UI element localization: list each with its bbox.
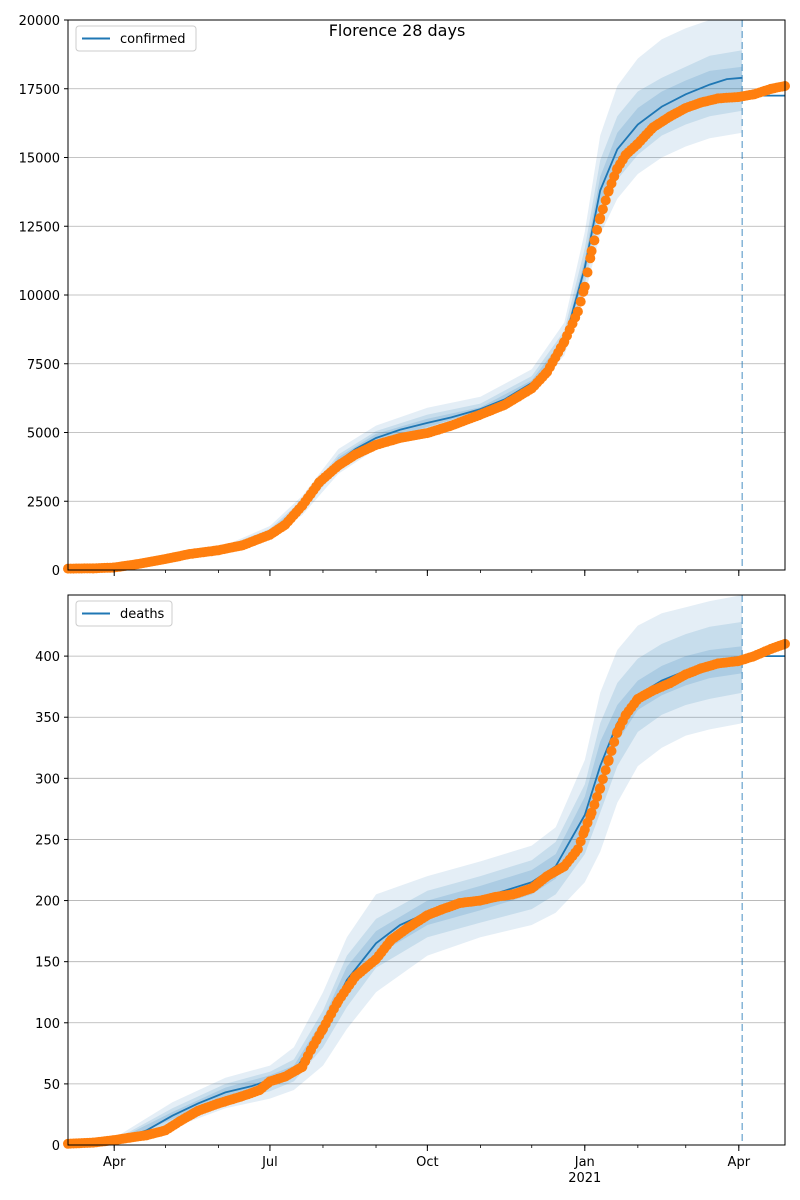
bottom-observed-point xyxy=(597,774,608,785)
bottom-legend-box xyxy=(75,600,173,627)
xtick-sublabel: 2021 xyxy=(568,1171,601,1186)
top-legend-box xyxy=(75,25,197,52)
xtick-label: Apr xyxy=(103,1155,126,1170)
chart-title: Florence 28 days xyxy=(329,21,466,40)
bottom-legend-label: deaths xyxy=(120,607,165,622)
xtick-label: Jan xyxy=(574,1155,595,1170)
top-ytick-label: 10000 xyxy=(19,289,60,304)
top-ytick-label: 7500 xyxy=(27,358,60,373)
bottom-observed-point xyxy=(572,844,583,855)
bottom-observed-point xyxy=(609,737,620,747)
top-band-middle xyxy=(68,50,743,571)
top-legend-label: confirmed xyxy=(120,32,186,47)
bottom-observed-point xyxy=(575,836,586,847)
top-observed-point xyxy=(579,281,590,292)
top-ytick-label: 17500 xyxy=(19,83,60,98)
top-observed-point xyxy=(582,267,593,278)
top-ytick-label: 2500 xyxy=(27,495,60,510)
xtick-label: Jul xyxy=(261,1155,278,1170)
bottom-observed-point xyxy=(586,807,597,818)
top-axes-frame xyxy=(67,19,786,571)
bottom-ytick-label: 50 xyxy=(43,1078,60,1093)
bottom-observed-point xyxy=(589,799,600,810)
confirmed-panel: 0 2500 5000 7500 10000 12500 15000 17500 20000 co… xyxy=(19,14,790,579)
top-legend: confirmed xyxy=(75,25,197,52)
top-observed-point xyxy=(595,213,606,223)
bottom-observed-point xyxy=(595,783,606,794)
top-observed-point xyxy=(589,235,600,246)
top-observed-point xyxy=(586,246,597,256)
bottom-ytick-label: 100 xyxy=(35,1017,60,1032)
top-observed-series xyxy=(63,81,790,574)
xtick-label: Apr xyxy=(728,1155,751,1170)
bottom-ytick-label: 0 xyxy=(52,1139,60,1154)
bottom-ytick-label: 150 xyxy=(35,956,60,971)
bottom-band-outer xyxy=(68,595,743,1145)
top-band-outer xyxy=(68,20,743,570)
top-observed-point xyxy=(592,224,603,235)
bottom-ytick-label: 400 xyxy=(35,650,60,665)
bottom-ytick-label: 300 xyxy=(35,772,60,787)
top-observed-point xyxy=(600,195,611,206)
top-ytick-label: 5000 xyxy=(27,427,60,442)
bottom-legend: deaths xyxy=(75,600,173,627)
top-observed-point xyxy=(572,306,583,317)
top-ytick-label: 12500 xyxy=(19,220,60,235)
bottom-ytick-label: 350 xyxy=(35,711,60,726)
xtick-label: Oct xyxy=(416,1155,438,1170)
bottom-observed-point xyxy=(600,765,611,776)
top-ytick-label: 15000 xyxy=(19,152,60,167)
top-ytick-label: 0 xyxy=(52,564,60,579)
bottom-axes-frame xyxy=(67,594,786,1146)
top-observed-point xyxy=(575,296,586,307)
bottom-observed-series xyxy=(63,638,790,1149)
bottom-observed-point xyxy=(603,755,614,765)
bottom-observed-point xyxy=(592,791,603,802)
bottom-ytick-label: 200 xyxy=(35,895,60,910)
bottom-observed-point xyxy=(606,746,617,756)
deaths-panel: 0 50 100 150 200 250 300 350 400 Apr Jul Oct Jan2021… xyxy=(35,594,790,1186)
top-observed-point xyxy=(597,204,608,215)
bottom-band-middle xyxy=(68,621,743,1145)
top-ytick-label: 20000 xyxy=(19,14,60,29)
bottom-ytick-label: 250 xyxy=(35,833,60,848)
